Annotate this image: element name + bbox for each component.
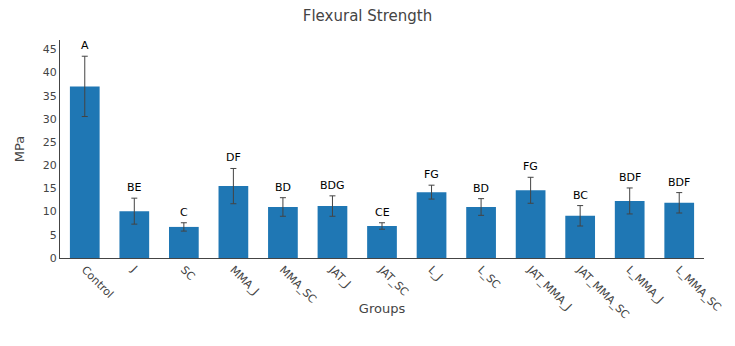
svg-text:BDF: BDF (668, 176, 690, 189)
svg-text:Groups: Groups (359, 301, 406, 316)
svg-text:SC: SC (178, 264, 198, 284)
svg-text:L_J: L_J (426, 264, 446, 284)
svg-text:L_MMA_SC: L_MMA_SC (673, 264, 724, 315)
svg-text:20: 20 (43, 159, 57, 172)
svg-text:BC: BC (573, 189, 588, 202)
svg-text:A: A (81, 39, 89, 52)
svg-text:BDF: BDF (619, 171, 641, 184)
svg-text:45: 45 (43, 43, 57, 56)
svg-text:0: 0 (50, 252, 57, 265)
svg-text:C: C (180, 206, 188, 219)
svg-text:JAT_MMA_J: JAT_MMA_J (524, 263, 574, 313)
svg-text:5: 5 (50, 229, 57, 242)
svg-text:BD: BD (473, 182, 489, 195)
svg-text:J: J (128, 263, 140, 275)
svg-text:10: 10 (43, 205, 57, 218)
svg-text:30: 30 (43, 113, 57, 126)
svg-text:35: 35 (43, 90, 57, 103)
svg-text:JAT_J: JAT_J (326, 263, 354, 291)
svg-text:15: 15 (43, 182, 57, 195)
svg-text:FG: FG (424, 168, 439, 181)
svg-text:Control: Control (79, 264, 116, 301)
svg-text:BE: BE (127, 181, 142, 194)
svg-text:MPa: MPa (12, 136, 27, 162)
svg-text:BD: BD (275, 181, 291, 194)
svg-text:JAT_MMA_SC: JAT_MMA_SC (573, 263, 632, 322)
svg-text:FG: FG (523, 160, 538, 173)
svg-text:L_SC: L_SC (475, 264, 503, 292)
svg-text:MMA_SC: MMA_SC (277, 264, 319, 306)
svg-text:CE: CE (375, 206, 390, 219)
svg-text:40: 40 (43, 66, 57, 79)
svg-text:BDG: BDG (320, 179, 345, 192)
svg-text:MMA_J: MMA_J (227, 264, 261, 298)
svg-text:Flexural Strength: Flexural Strength (303, 7, 432, 25)
svg-text:DF: DF (226, 151, 241, 164)
svg-text:JAT_SC: JAT_SC (375, 263, 411, 299)
svg-text:L_MMA_J: L_MMA_J (624, 264, 666, 306)
svg-text:25: 25 (43, 136, 57, 149)
